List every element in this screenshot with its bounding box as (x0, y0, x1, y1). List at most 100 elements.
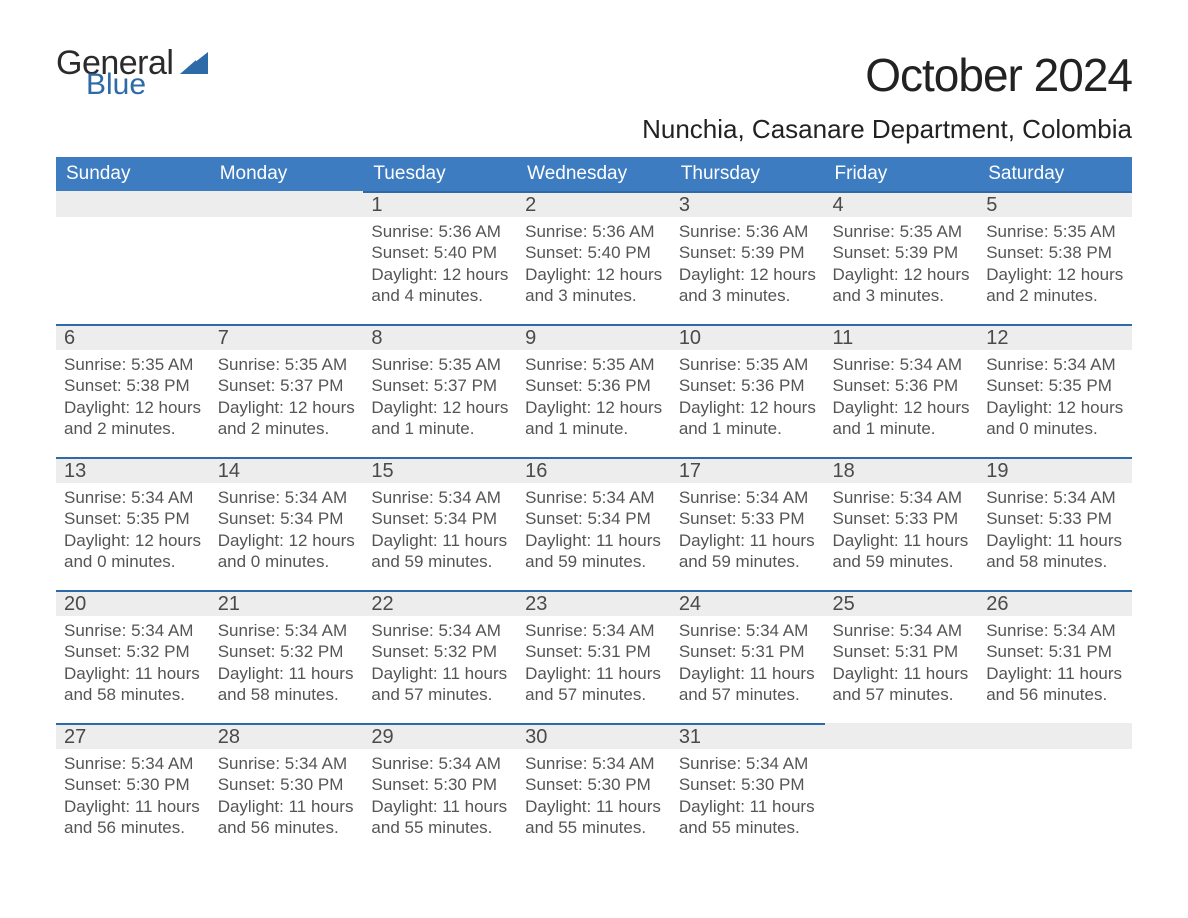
calendar-cell: 24Sunrise: 5:34 AMSunset: 5:31 PMDayligh… (671, 590, 825, 723)
day-info: Sunrise: 5:34 AMSunset: 5:30 PMDaylight:… (671, 749, 825, 856)
sunset-line: Sunset: 5:32 PM (64, 641, 202, 662)
daylight-line: Daylight: 12 hours and 1 minute. (679, 397, 817, 440)
day-info: Sunrise: 5:34 AMSunset: 5:34 PMDaylight:… (210, 483, 364, 590)
day-number (978, 723, 1132, 749)
day-number: 27 (56, 723, 210, 749)
sunrise-line: Sunrise: 5:34 AM (64, 753, 202, 774)
calendar-cell: 4Sunrise: 5:35 AMSunset: 5:39 PMDaylight… (825, 191, 979, 324)
sunrise-line: Sunrise: 5:35 AM (371, 354, 509, 375)
day-number: 17 (671, 457, 825, 483)
day-info: Sunrise: 5:36 AMSunset: 5:40 PMDaylight:… (363, 217, 517, 324)
sunrise-line: Sunrise: 5:34 AM (833, 620, 971, 641)
calendar-cell: 15Sunrise: 5:34 AMSunset: 5:34 PMDayligh… (363, 457, 517, 590)
calendar-cell (978, 723, 1132, 856)
sunrise-line: Sunrise: 5:34 AM (986, 487, 1124, 508)
sunset-line: Sunset: 5:31 PM (986, 641, 1124, 662)
day-number: 29 (363, 723, 517, 749)
daylight-line: Daylight: 12 hours and 3 minutes. (833, 264, 971, 307)
weekday-header: Thursday (671, 157, 825, 191)
sunset-line: Sunset: 5:30 PM (679, 774, 817, 795)
day-number: 1 (363, 191, 517, 217)
day-number: 12 (978, 324, 1132, 350)
sunset-line: Sunset: 5:33 PM (833, 508, 971, 529)
sunrise-line: Sunrise: 5:34 AM (218, 620, 356, 641)
calendar-cell: 12Sunrise: 5:34 AMSunset: 5:35 PMDayligh… (978, 324, 1132, 457)
sunset-line: Sunset: 5:39 PM (679, 242, 817, 263)
sunset-line: Sunset: 5:30 PM (371, 774, 509, 795)
calendar-cell: 30Sunrise: 5:34 AMSunset: 5:30 PMDayligh… (517, 723, 671, 856)
sunset-line: Sunset: 5:40 PM (525, 242, 663, 263)
day-info: Sunrise: 5:35 AMSunset: 5:38 PMDaylight:… (978, 217, 1132, 324)
day-number: 21 (210, 590, 364, 616)
daylight-line: Daylight: 12 hours and 0 minutes. (64, 530, 202, 573)
daylight-line: Daylight: 12 hours and 2 minutes. (64, 397, 202, 440)
day-info: Sunrise: 5:35 AMSunset: 5:37 PMDaylight:… (210, 350, 364, 457)
day-info: Sunrise: 5:34 AMSunset: 5:30 PMDaylight:… (56, 749, 210, 856)
sunset-line: Sunset: 5:37 PM (371, 375, 509, 396)
calendar-row: 6Sunrise: 5:35 AMSunset: 5:38 PMDaylight… (56, 324, 1132, 457)
daylight-line: Daylight: 11 hours and 58 minutes. (64, 663, 202, 706)
daylight-line: Daylight: 11 hours and 56 minutes. (64, 796, 202, 839)
day-info: Sunrise: 5:34 AMSunset: 5:34 PMDaylight:… (363, 483, 517, 590)
day-number: 2 (517, 191, 671, 217)
day-info: Sunrise: 5:34 AMSunset: 5:30 PMDaylight:… (517, 749, 671, 856)
sunset-line: Sunset: 5:38 PM (64, 375, 202, 396)
day-number: 24 (671, 590, 825, 616)
calendar-cell: 10Sunrise: 5:35 AMSunset: 5:36 PMDayligh… (671, 324, 825, 457)
sunset-line: Sunset: 5:36 PM (833, 375, 971, 396)
calendar-cell: 21 Sunrise: 5:34 AMSunset: 5:32 PMDayligh… (210, 590, 364, 723)
sunrise-line: Sunrise: 5:34 AM (679, 620, 817, 641)
sunrise-line: Sunrise: 5:34 AM (64, 487, 202, 508)
sunset-line: Sunset: 5:37 PM (218, 375, 356, 396)
sail-icon (180, 52, 208, 77)
day-info: Sunrise: 5:34 AMSunset: 5:31 PMDaylight:… (671, 616, 825, 723)
day-number: 4 (825, 191, 979, 217)
sunrise-line: Sunrise: 5:35 AM (218, 354, 356, 375)
sunset-line: Sunset: 5:39 PM (833, 242, 971, 263)
day-number: 26 (978, 590, 1132, 616)
day-info: Sunrise: 5:35 AMSunset: 5:36 PMDaylight:… (671, 350, 825, 457)
daylight-line: Daylight: 11 hours and 59 minutes. (525, 530, 663, 573)
day-number: 10 (671, 324, 825, 350)
calendar-cell: 5Sunrise: 5:35 AMSunset: 5:38 PMDaylight… (978, 191, 1132, 324)
day-number: 7 (210, 324, 364, 350)
day-number: 11 (825, 324, 979, 350)
sunset-line: Sunset: 5:32 PM (218, 641, 356, 662)
daylight-line: Daylight: 11 hours and 57 minutes. (833, 663, 971, 706)
calendar-cell: 9Sunrise: 5:35 AMSunset: 5:36 PMDaylight… (517, 324, 671, 457)
sunrise-line: Sunrise: 5:35 AM (525, 354, 663, 375)
day-number: 3 (671, 191, 825, 217)
day-info: Sunrise: 5:34 AMSunset: 5:36 PMDaylight:… (825, 350, 979, 457)
calendar-cell (56, 191, 210, 324)
calendar-cell: 3Sunrise: 5:36 AMSunset: 5:39 PMDaylight… (671, 191, 825, 324)
day-info: Sunrise: 5:34 AMSunset: 5:31 PMDaylight:… (517, 616, 671, 723)
daylight-line: Daylight: 12 hours and 1 minute. (371, 397, 509, 440)
day-number: 22 (363, 590, 517, 616)
sunset-line: Sunset: 5:31 PM (833, 641, 971, 662)
sunrise-line: Sunrise: 5:34 AM (833, 487, 971, 508)
calendar-cell: 25Sunrise: 5:34 AMSunset: 5:31 PMDayligh… (825, 590, 979, 723)
day-info: Sunrise: 5:34 AMSunset: 5:30 PMDaylight:… (363, 749, 517, 856)
calendar-table: SundayMondayTuesdayWednesdayThursdayFrid… (56, 157, 1132, 856)
calendar-row: 1Sunrise: 5:36 AMSunset: 5:40 PMDaylight… (56, 191, 1132, 324)
calendar-cell: 8 Sunrise: 5:35 AMSunset: 5:37 PMDaylight… (363, 324, 517, 457)
calendar-cell: 1Sunrise: 5:36 AMSunset: 5:40 PMDaylight… (363, 191, 517, 324)
sunrise-line: Sunrise: 5:34 AM (986, 620, 1124, 641)
calendar-cell: 19Sunrise: 5:34 AMSunset: 5:33 PMDayligh… (978, 457, 1132, 590)
sunset-line: Sunset: 5:30 PM (218, 774, 356, 795)
sunrise-line: Sunrise: 5:36 AM (679, 221, 817, 242)
day-info: Sunrise: 5:34 AMSunset: 5:31 PMDaylight:… (978, 616, 1132, 723)
day-number (210, 191, 364, 217)
day-number: 8 (363, 324, 517, 350)
sunset-line: Sunset: 5:36 PM (679, 375, 817, 396)
sunrise-line: Sunrise: 5:36 AM (371, 221, 509, 242)
calendar-cell: 11Sunrise: 5:34 AMSunset: 5:36 PMDayligh… (825, 324, 979, 457)
sunrise-line: Sunrise: 5:34 AM (64, 620, 202, 641)
calendar-cell: 28Sunrise: 5:34 AMSunset: 5:30 PMDayligh… (210, 723, 364, 856)
daylight-line: Daylight: 12 hours and 2 minutes. (986, 264, 1124, 307)
daylight-line: Daylight: 11 hours and 57 minutes. (679, 663, 817, 706)
sunrise-line: Sunrise: 5:34 AM (371, 620, 509, 641)
daylight-line: Daylight: 11 hours and 56 minutes. (218, 796, 356, 839)
daylight-line: Daylight: 11 hours and 58 minutes. (986, 530, 1124, 573)
daylight-line: Daylight: 11 hours and 58 minutes. (218, 663, 356, 706)
